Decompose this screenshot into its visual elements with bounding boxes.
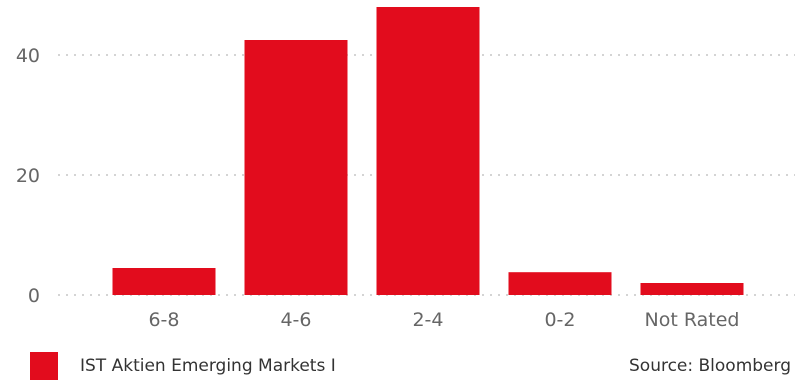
y-tick-label: 20	[16, 165, 40, 187]
x-tick-label: 6-8	[148, 309, 179, 331]
x-tick-label: Not Rated	[645, 309, 740, 331]
x-tick-label: 2-4	[412, 309, 443, 331]
source-note: Source: Bloomberg	[629, 356, 791, 376]
bar-not-rated	[640, 283, 744, 295]
x-tick-label: 4-6	[280, 309, 311, 331]
bar-0-2	[508, 272, 612, 295]
legend-label: IST Aktien Emerging Markets I	[80, 356, 336, 376]
x-tick-label: 0-2	[544, 309, 575, 331]
bar-chart: 0 20 40 6-8 4-6 2-4 0-2 Not Rated	[16, 7, 795, 331]
bar-6-8	[112, 268, 216, 295]
bar-4-6	[244, 40, 348, 295]
y-tick-label: 40	[16, 45, 40, 67]
legend-swatch	[30, 352, 58, 380]
y-tick-label: 0	[28, 285, 40, 307]
bar-2-4	[376, 7, 480, 295]
legend: IST Aktien Emerging Markets I	[30, 352, 336, 380]
